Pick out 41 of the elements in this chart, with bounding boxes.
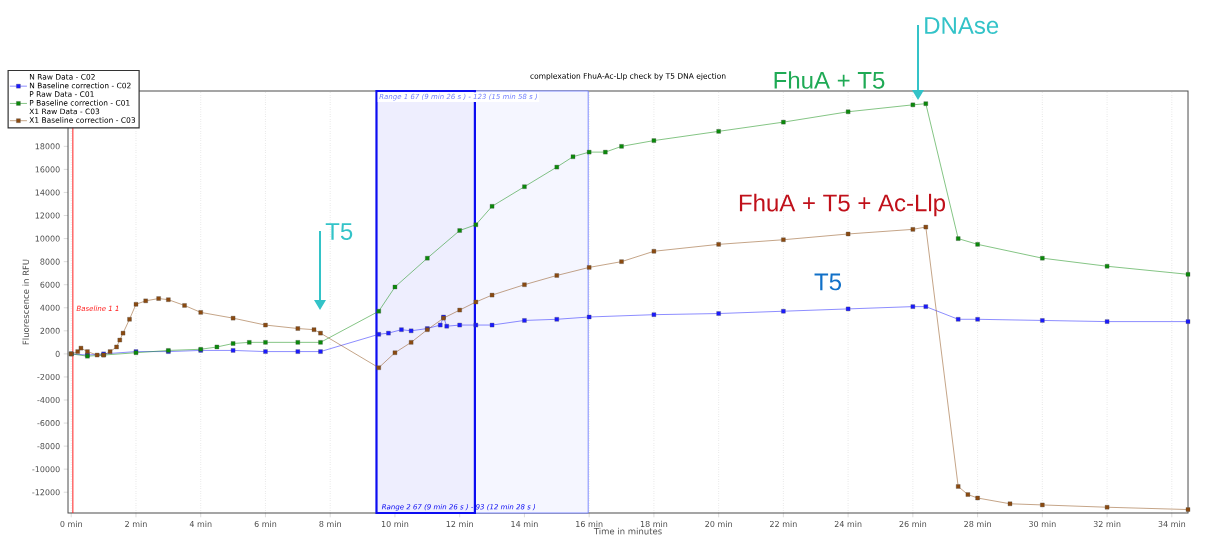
annotation: FhuA + T5 + Ac-Llp xyxy=(739,193,946,217)
x-tick-label: 22 min xyxy=(770,520,797,527)
x-tick-label: 30 min xyxy=(1029,520,1056,527)
annotation: T5 xyxy=(325,223,353,240)
y-tick-label: 2000 xyxy=(40,327,60,334)
y-tick-label: 8000 xyxy=(40,258,60,265)
y-tick-label: -10000 xyxy=(32,466,60,473)
x-tick-label: 10 min xyxy=(381,520,409,527)
x-tick-label: 28 min xyxy=(964,520,991,527)
y-tick-label: 6000 xyxy=(40,281,60,288)
y-axis-title: Fluorescence in RFU xyxy=(22,259,30,345)
y-tick-label: 16000 xyxy=(35,166,60,173)
y-tick-label: 18000 xyxy=(35,143,60,150)
y-tick-label: -12000 xyxy=(32,489,60,496)
x-tick-label: 2 min xyxy=(125,520,147,527)
x-tick-label: 8 min xyxy=(319,520,341,527)
x-tick-label: 4 min xyxy=(189,520,212,527)
text: FhuA + T5 xyxy=(774,71,885,89)
text: DNAse xyxy=(925,17,999,34)
x-tick-label: 20 min xyxy=(705,520,732,527)
y-tick-label: 14000 xyxy=(35,189,60,196)
annotation: T5 xyxy=(814,273,842,291)
y-tick-label: 0 xyxy=(55,350,60,357)
y-tick-label: -6000 xyxy=(37,420,60,427)
x-tick-label: 18 min xyxy=(640,520,668,527)
x-tick-label: 26 min xyxy=(899,520,927,527)
x-tick-label: 32 min xyxy=(1093,520,1121,527)
x-tick-label: 12 min xyxy=(446,520,473,527)
x-tick-label: 24 min xyxy=(834,520,862,527)
y-tick-label: 4000 xyxy=(40,304,60,311)
y-tick-label: -8000 xyxy=(37,443,60,450)
x-tick-label: 6 min xyxy=(254,520,277,527)
y-tick-label: -4000 xyxy=(37,396,60,404)
x-tick-label: 14 min xyxy=(511,520,538,527)
x-tick-label: 0 min xyxy=(60,520,82,527)
x-axis-title: Time in minutes xyxy=(593,527,662,535)
x-tick-label: 16 min xyxy=(576,520,603,527)
y-tick-label: -2000 xyxy=(37,373,60,380)
y-tick-label: 12000 xyxy=(35,212,60,219)
y-tick-label: 10000 xyxy=(35,235,60,242)
x-tick-label: 34 min xyxy=(1158,520,1186,527)
